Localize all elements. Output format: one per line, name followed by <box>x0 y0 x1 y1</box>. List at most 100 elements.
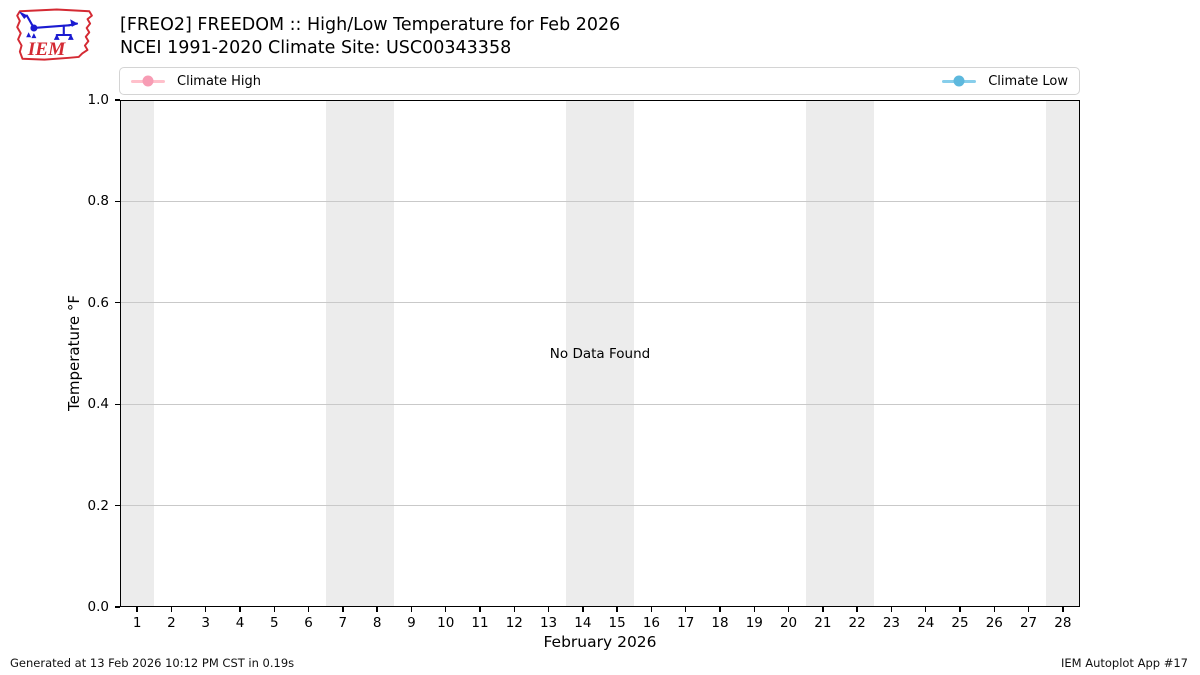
x-tick-label: 3 <box>201 615 210 631</box>
footer-app-text: IEM Autoplot App #17 <box>1060 656 1188 670</box>
y-tick-label: 0.4 <box>87 396 109 413</box>
grid-line <box>120 302 1080 304</box>
y-tick-label: 0.6 <box>87 294 109 311</box>
x-tick-mark <box>685 607 687 612</box>
x-tick-label: 18 <box>711 615 729 631</box>
x-tick-mark <box>445 607 447 612</box>
x-tick-label: 21 <box>814 615 832 631</box>
x-tick-mark <box>890 607 893 612</box>
grid-line <box>120 505 1080 507</box>
x-tick-mark <box>719 607 721 612</box>
y-tick-mark <box>115 99 120 101</box>
y-tick-mark <box>115 200 120 203</box>
y-tick-label: 0.0 <box>87 599 109 615</box>
x-tick-label: 2 <box>167 615 176 631</box>
y-axis-label: Temperature °F <box>65 295 83 411</box>
weekend-band <box>325 100 395 607</box>
anemometer-icon <box>19 11 79 40</box>
x-tick-mark <box>136 607 138 612</box>
x-tick-label: 16 <box>642 615 661 631</box>
x-tick-mark <box>959 607 961 612</box>
x-tick-label: 28 <box>1054 615 1072 631</box>
x-tick-label: 7 <box>338 615 348 631</box>
climate-high-dot-icon <box>142 75 154 87</box>
y-tick-label: 1.0 <box>87 92 109 108</box>
x-axis-ticks: 1 2 3 4 5 6 7 8 9 10 11 12 13 14 15 16 17 18 19 20 21 22 23 24 2… <box>120 607 1080 647</box>
x-tick-label: 20 <box>779 615 798 631</box>
climate-low-dot-icon <box>953 75 965 87</box>
x-tick-label: 24 <box>917 615 935 631</box>
weekend-band <box>805 100 875 607</box>
x-tick-label: 11 <box>471 615 489 631</box>
legend-label-climate-low: Climate Low <box>988 73 1068 89</box>
x-tick-label: 19 <box>745 615 763 631</box>
x-tick-label: 4 <box>235 615 245 631</box>
y-tick-mark <box>115 606 120 608</box>
x-tick-label: 5 <box>269 615 279 631</box>
climate-low-marker-icon <box>942 75 977 87</box>
y-tick-mark <box>115 504 120 507</box>
legend: Climate High Climate Low <box>119 67 1080 95</box>
x-tick-label: 13 <box>539 615 558 631</box>
x-tick-mark <box>307 607 310 612</box>
header: [FREO2] FREEDOM :: High/Low Temperature … <box>120 14 620 60</box>
x-tick-label: 23 <box>882 615 901 631</box>
x-tick-mark <box>479 607 481 612</box>
x-tick-label: 6 <box>304 615 313 631</box>
x-axis-label: February 2026 <box>543 633 657 651</box>
x-tick-mark <box>650 607 653 612</box>
legend-entry-climate-low: Climate Low <box>942 74 1068 89</box>
logo-text: IEM <box>27 39 66 60</box>
weekend-band <box>120 100 155 607</box>
legend-label-climate-high: Climate High <box>177 73 262 89</box>
x-tick-mark <box>205 607 207 612</box>
x-tick-label: 15 <box>608 615 626 631</box>
climate-high-marker-icon <box>131 75 165 87</box>
x-tick-label: 26 <box>985 615 1003 631</box>
x-tick-mark <box>582 607 584 612</box>
x-tick-mark <box>239 607 241 612</box>
grid-line <box>120 200 1080 202</box>
chart-subtitle: NCEI 1991-2020 Climate Site: USC00343358 <box>120 38 512 58</box>
x-tick-mark <box>787 607 790 612</box>
x-tick-label: 1 <box>132 615 142 631</box>
iem-logo: IEM <box>16 8 93 61</box>
x-tick-label: 27 <box>1019 615 1038 631</box>
legend-entry-climate-high: Climate High <box>131 74 261 89</box>
x-tick-label: 17 <box>677 615 695 631</box>
x-tick-label: 22 <box>848 615 866 631</box>
x-tick-label: 9 <box>407 615 416 631</box>
x-tick-mark <box>856 607 858 612</box>
y-tick-label: 0.8 <box>87 193 109 210</box>
x-tick-mark <box>170 607 173 612</box>
x-tick-mark <box>1062 607 1064 612</box>
x-tick-label: 8 <box>372 615 382 631</box>
x-tick-label: 25 <box>951 615 969 631</box>
x-tick-label: 14 <box>574 615 592 631</box>
x-tick-mark <box>513 607 515 612</box>
iowa-outline <box>16 8 93 61</box>
footer-generated-text: Generated at 13 Feb 2026 10:12 PM CST in… <box>10 656 295 670</box>
x-tick-label: 12 <box>505 615 523 631</box>
x-tick-mark <box>753 607 755 612</box>
y-tick-mark <box>115 403 120 405</box>
weekend-band <box>565 100 635 607</box>
x-tick-mark <box>376 607 378 612</box>
y-tick-label: 0.2 <box>87 497 109 514</box>
x-tick-mark <box>273 607 275 612</box>
y-axis-ticks: 0.0 0.2 0.4 0.6 0.8 1.0 <box>0 92 120 615</box>
x-tick-mark <box>993 607 995 612</box>
x-tick-mark <box>616 607 618 612</box>
x-tick-mark <box>410 607 413 612</box>
x-tick-mark <box>547 607 550 612</box>
chart-title: [FREO2] FREEDOM :: High/Low Temperature … <box>120 15 621 35</box>
y-tick-mark <box>115 302 120 304</box>
x-tick-label: 10 <box>437 615 455 631</box>
x-tick-mark <box>925 607 927 612</box>
plot-area <box>120 100 1080 607</box>
x-tick-mark <box>822 607 824 612</box>
weekend-band <box>1045 100 1080 607</box>
grid-line <box>120 403 1080 405</box>
x-tick-mark <box>1027 607 1030 612</box>
